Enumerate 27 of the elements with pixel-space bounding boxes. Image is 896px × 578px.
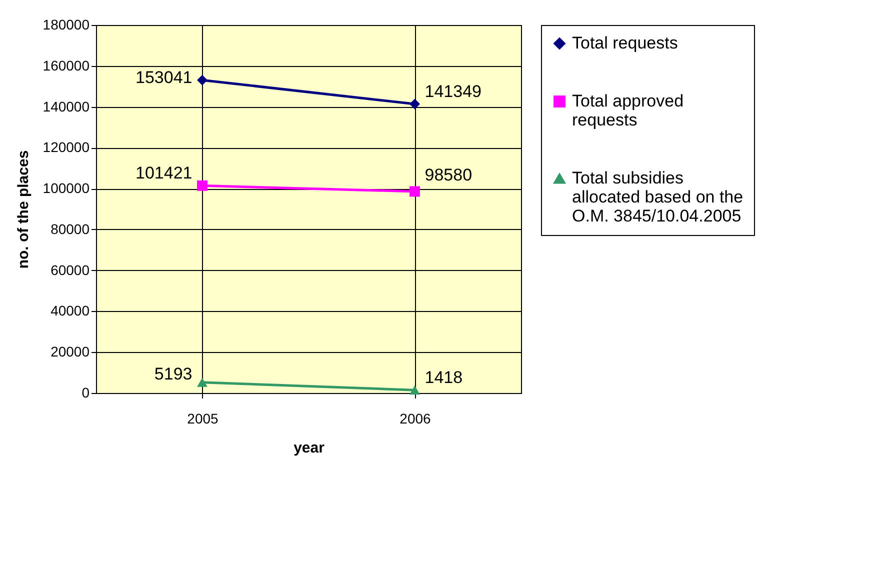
legend-label: Total subsidies allocated based on the O.M. 3845/10.04.2005 bbox=[572, 168, 744, 226]
y-tick-label: 60000 bbox=[50, 262, 90, 278]
data-label: 141349 bbox=[424, 82, 482, 102]
y-axis-title: no. of the places bbox=[14, 150, 32, 269]
y-tick-label: 0 bbox=[82, 384, 90, 400]
point bbox=[197, 180, 208, 191]
point bbox=[410, 186, 420, 197]
point bbox=[197, 74, 208, 86]
y-tick-label: 160000 bbox=[42, 57, 90, 74]
data-label: 1418 bbox=[424, 368, 463, 388]
x-axis-title: year bbox=[294, 440, 325, 456]
data-label: 101421 bbox=[136, 164, 192, 183]
data-label: 5193 bbox=[154, 364, 192, 384]
y-tick-label: 20000 bbox=[50, 344, 90, 360]
y-tick-label: 140000 bbox=[42, 98, 90, 114]
point bbox=[410, 98, 420, 110]
x-tick-label: 2005 bbox=[187, 410, 219, 426]
legend-label: Total approved requests bbox=[572, 92, 684, 130]
y-tick-label: 180000 bbox=[42, 16, 90, 32]
y-tick-label: 120000 bbox=[42, 139, 90, 156]
data-label: 98580 bbox=[424, 165, 472, 184]
y-tick-label: 80000 bbox=[50, 220, 90, 237]
y-tick-label: 100000 bbox=[42, 180, 90, 196]
legend-label: Total requests bbox=[572, 34, 678, 52]
y-tick-label: 40000 bbox=[50, 302, 90, 319]
x-tick-label: 2006 bbox=[400, 410, 432, 426]
data-label: 153041 bbox=[136, 68, 192, 88]
